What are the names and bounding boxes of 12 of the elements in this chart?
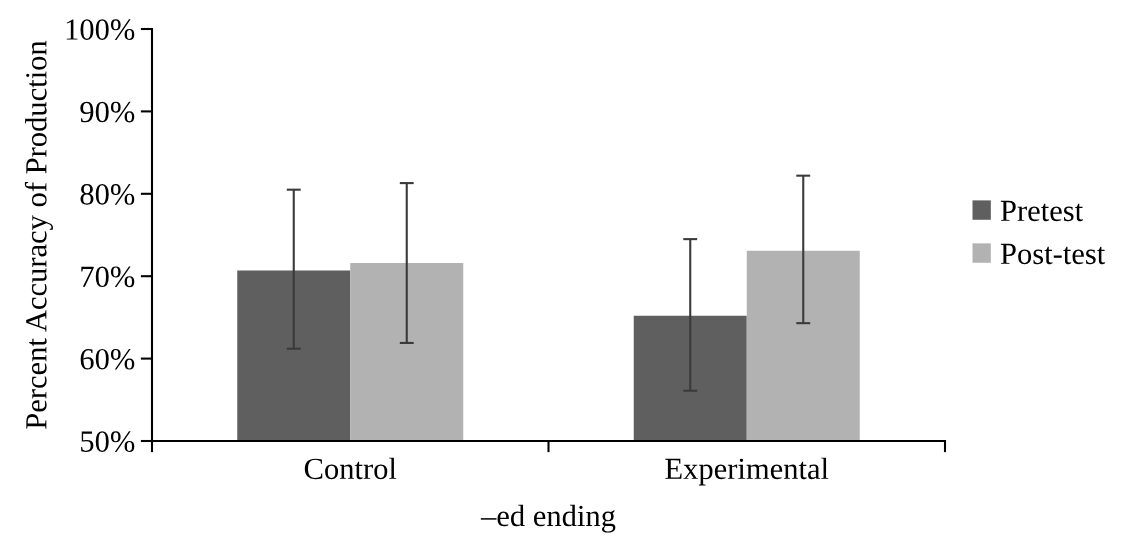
y-tick-label: 90%: [80, 101, 135, 123]
x-tick-label: Experimental: [665, 457, 829, 486]
y-tick-label: 80%: [80, 184, 135, 205]
y-tick-label: 100%: [66, 19, 135, 40]
x-axis-title: –ed ending: [480, 504, 616, 533]
legend-label: Pretest: [1000, 200, 1083, 222]
legend-label: Post-test: [1000, 243, 1106, 265]
y-tick-label: 70%: [81, 266, 135, 288]
y-tick-label: 50%: [81, 431, 135, 452]
y-tick-label: 60%: [80, 348, 135, 370]
x-tick-label: Control: [304, 457, 397, 480]
y-axis-title: Percent Accuracy of Production: [24, 40, 53, 429]
